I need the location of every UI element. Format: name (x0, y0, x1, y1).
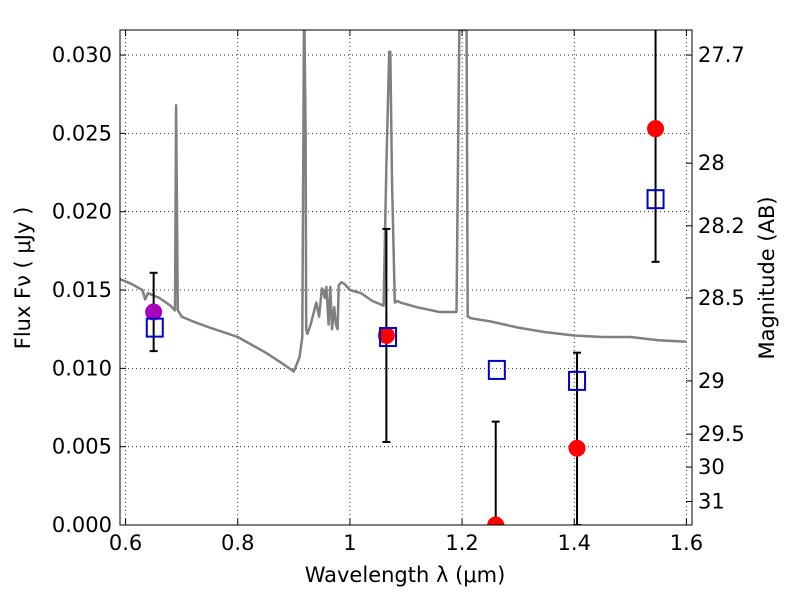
y-tick-label: 0.020 (52, 200, 112, 224)
x-tick-label: 0.6 (109, 531, 142, 555)
x-tick-label: 1.4 (558, 531, 591, 555)
data-point (647, 120, 665, 138)
y-tick-label: 0.025 (52, 121, 112, 145)
y2-tick-label: 27.7 (698, 43, 745, 67)
x-tick-label: 1 (343, 531, 356, 555)
y-tick-label: 0.000 (52, 513, 112, 537)
model-square (646, 189, 665, 210)
y2-tick-label: 30 (698, 455, 725, 479)
plot-frame (119, 29, 693, 526)
model-square (145, 317, 164, 338)
y-tick-label: 0.030 (52, 43, 112, 67)
y2-tick-label: 31 (698, 490, 725, 514)
y2-tick-label: 28.5 (698, 286, 745, 310)
ticks: 0.6 0.8 1 1.2 1.4 1.6 0.000 0.005 0.010 0.015 0.02… (52, 30, 745, 555)
y2-tick-label: 29.5 (698, 422, 745, 446)
data-point (568, 439, 586, 457)
data-point (487, 516, 505, 525)
x-tick-label: 1.6 (670, 531, 703, 555)
x-axis-label: Wavelength λ (μm) (305, 563, 506, 587)
y-axis-label: Flux Fν ( μJy ) (11, 207, 35, 350)
y2-tick-label: 29 (698, 369, 725, 393)
y-tick-label: 0.005 (52, 435, 112, 459)
x-tick-label: 1.2 (445, 531, 478, 555)
y2-tick-label: 28 (698, 151, 725, 175)
model-square (379, 327, 398, 348)
data-point (145, 303, 163, 321)
y-tick-label: 0.010 (52, 356, 112, 380)
model-square (568, 370, 587, 391)
plot-content (120, 30, 687, 525)
model-square (487, 359, 506, 380)
y2-axis-label: Magnitude (AB) (755, 196, 779, 359)
y2-tick-label: 28.2 (698, 214, 745, 238)
spectrum-line (120, 30, 687, 373)
y-tick-label: 0.015 (52, 278, 112, 302)
x-tick-label: 0.8 (221, 531, 254, 555)
